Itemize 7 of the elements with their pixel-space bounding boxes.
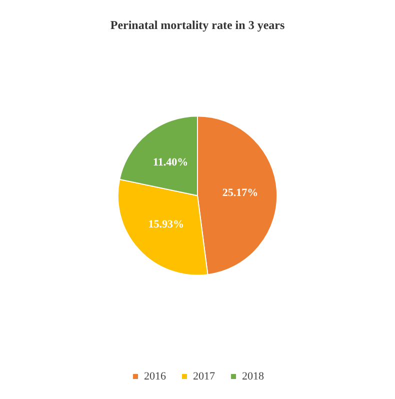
data-label: 15.93% [148, 218, 184, 231]
chart-title: Perinatal mortality rate in 3 years [110, 18, 285, 32]
data-label: 25.17% [222, 186, 258, 199]
legend-label: 2016 [144, 370, 166, 382]
data-label: 11.40% [152, 156, 188, 168]
legend-label: 2017 [193, 370, 216, 382]
legend-label: 2018 [242, 370, 264, 382]
